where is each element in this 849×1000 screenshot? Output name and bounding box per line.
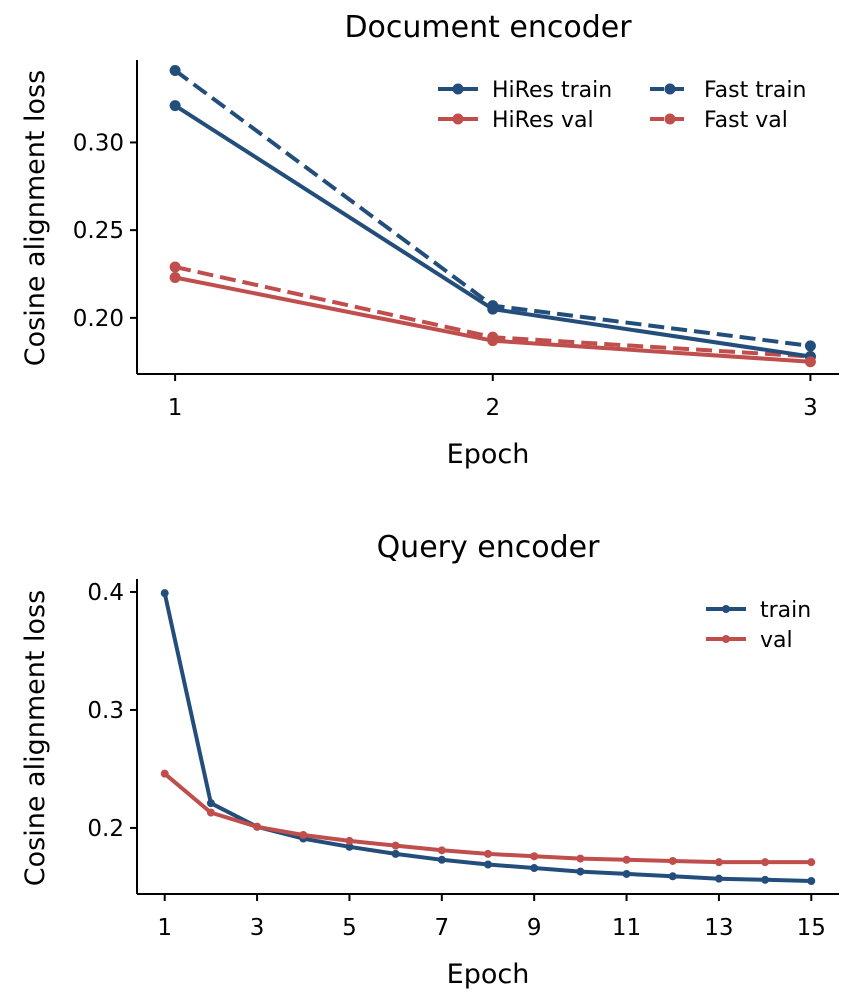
x-tick-label: 15 [797,915,826,941]
y-tick-label: 0.30 [73,130,124,156]
series-line-train [162,592,812,883]
legend: train val [706,598,811,653]
data-point [576,867,585,876]
x-axis-label: Epoch [447,439,530,470]
legend-marker [452,113,464,125]
data-point [345,836,354,845]
y-tick-label: 0.25 [73,218,124,244]
data-point [169,100,181,112]
series-layer [160,589,816,886]
chart-title: Query encoder [377,530,601,565]
legend-label: Fast train [704,78,806,103]
data-point [622,855,631,864]
x-tick-label: 7 [434,915,449,941]
data-point [169,65,181,77]
data-point [668,856,677,865]
document-encoder-chart: Document encoder Epoch Cosine alignment … [20,10,839,470]
legend-marker [452,83,464,95]
data-point [487,303,499,315]
y-axis-label: Cosine alignment loss [20,590,51,886]
x-tick-label: 2 [485,395,500,421]
data-point [484,849,492,858]
x-tick-label: 9 [527,915,542,941]
x-tick-label: 3 [803,395,818,421]
legend-marker [664,113,676,125]
legend-marker [722,635,730,643]
data-point [206,808,215,817]
x-tick-label: 3 [250,915,265,941]
data-point [169,272,181,284]
legend-label: HiRes train [492,78,612,103]
data-point [668,872,677,881]
data-point [714,874,723,883]
data-point [804,356,816,368]
data-point [622,869,631,878]
data-point [761,858,770,867]
query-encoder-chart: Query encoder Epoch Cosine alignment los… [20,530,839,990]
data-point [487,335,499,347]
y-tick-label: 0.2 [87,816,124,842]
data-point [530,864,539,873]
y-axis-label: Cosine alignment loss [20,70,51,366]
data-point [807,858,816,867]
y-tick-label: 0.20 [73,306,124,332]
data-point [160,769,169,778]
x-tick-label: 5 [342,915,357,941]
data-point [437,846,446,855]
x-tick-label: 1 [168,395,183,421]
data-point [437,855,446,864]
legend-label: Fast val [704,108,788,133]
series-line-val [163,772,812,865]
data-point [160,589,169,598]
data-point [576,854,585,863]
legend: HiRes train HiRes val Fast train Fast val [438,78,806,133]
series-line-hires-val [174,275,811,364]
legend-label: train [760,598,811,623]
x-tick-label: 1 [157,915,172,941]
chart-title: Document encoder [344,10,632,45]
data-point [714,858,723,867]
data-point [530,852,539,861]
axis-ticks: 1 3 5 7 9 11 13 150.20.30.4 [87,580,826,941]
data-point [345,842,354,851]
axis-ticks: 1 2 3 0.20 0.25 0.30 [73,130,818,421]
x-tick-label: 13 [704,915,733,941]
x-axis-label: Epoch [447,959,530,990]
y-tick-label: 0.4 [87,580,124,606]
series-layer [169,65,816,368]
legend-label: HiRes val [492,108,594,133]
data-point [484,860,492,869]
legend-label: val [760,628,793,653]
x-tick-label: 11 [612,915,641,941]
data-point [169,261,181,273]
data-point [299,831,308,840]
data-point [804,340,816,352]
data-point [391,841,400,850]
data-point [807,877,816,886]
data-point [391,849,400,858]
y-tick-label: 0.3 [87,698,124,724]
legend-marker [722,605,730,613]
data-point [206,799,215,808]
data-point [761,875,770,884]
legend-marker [664,83,676,95]
data-point [253,822,262,831]
